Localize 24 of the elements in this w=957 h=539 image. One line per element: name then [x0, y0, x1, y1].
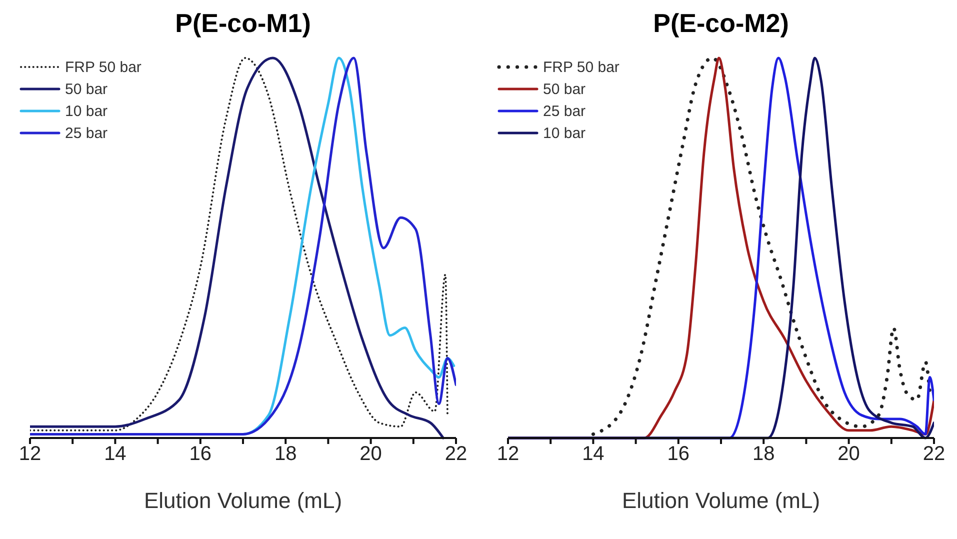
x-tick-label: 18 [752, 443, 775, 466]
x-axis-title: Elution Volume (mL) [144, 488, 342, 513]
x-tick-label: 18 [274, 443, 297, 466]
x-tick-label: 20 [838, 443, 860, 466]
x-tick-label: 12 [18, 443, 42, 466]
legend-label: 25 bar [543, 102, 586, 120]
x-tick-label: 22 [922, 443, 946, 466]
x-tick-label: 14 [582, 443, 604, 466]
chart-title: P(E-co-M1) [174, 8, 312, 40]
legend-label: 50 bar [543, 80, 586, 98]
x-tick-label: 14 [104, 443, 126, 466]
x-tick-label: 16 [667, 443, 690, 466]
legend-label: FRP 50 bar [65, 58, 142, 76]
legend-label: 10 bar [543, 124, 586, 142]
legend-label: 10 bar [65, 102, 108, 120]
x-tick-label: 22 [444, 443, 468, 466]
x-tick-label: 20 [360, 443, 382, 466]
legend-label: 25 bar [65, 124, 108, 142]
legend-label: 50 bar [65, 80, 108, 98]
x-tick-label: 16 [189, 443, 212, 466]
legend-label: FRP 50 bar [543, 58, 620, 76]
x-tick-label: 12 [496, 443, 520, 466]
chart-title: P(E-co-M2) [652, 8, 790, 40]
x-axis-title: Elution Volume (mL) [622, 488, 820, 513]
